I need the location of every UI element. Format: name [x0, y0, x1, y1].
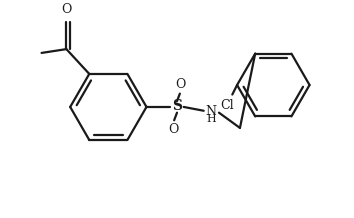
- Text: N: N: [206, 105, 217, 118]
- Text: Cl: Cl: [221, 99, 234, 112]
- Text: O: O: [168, 123, 178, 136]
- Text: S: S: [172, 99, 182, 113]
- Text: O: O: [61, 3, 72, 16]
- Text: H: H: [206, 114, 216, 124]
- Text: O: O: [176, 78, 186, 90]
